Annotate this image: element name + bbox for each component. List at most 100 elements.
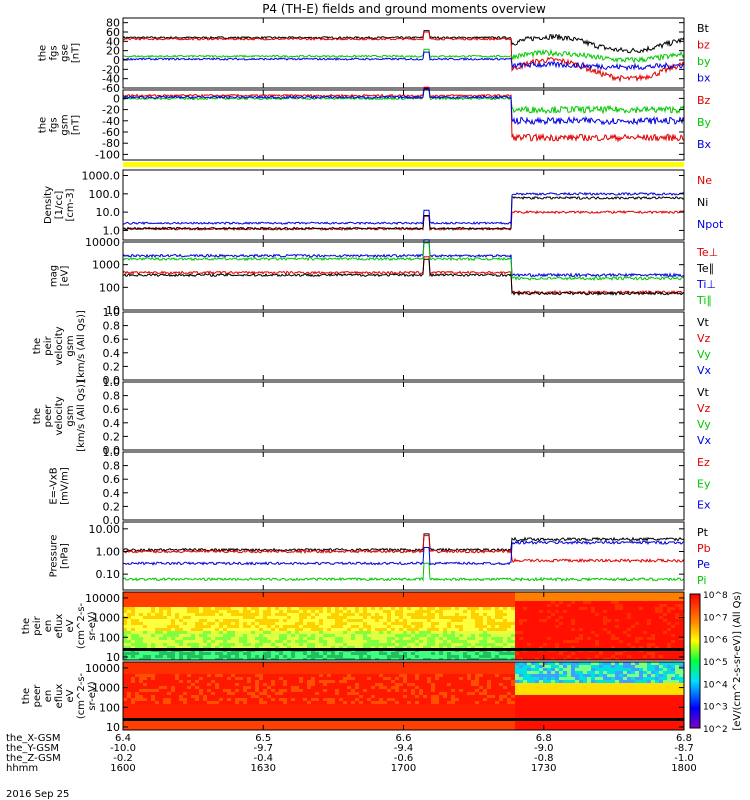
y-tick-label: 1000 — [92, 259, 120, 272]
y-axis-label: mag — [49, 265, 60, 287]
colorbar-tick-label: 10^7 — [703, 613, 728, 623]
y-tick-label: 10000 — [85, 592, 120, 605]
series-line — [122, 51, 685, 72]
series-line — [122, 88, 685, 126]
y-axis-label: eV — [65, 689, 76, 702]
legend-entry: Bt — [697, 22, 710, 35]
y-tick-label: -40 — [102, 115, 120, 128]
y-axis-label: [eV] — [60, 266, 71, 287]
y-tick-label: 1000 — [92, 612, 120, 625]
colorbar-group: 10^8 10^7 10^6 10^5 10^4 10^3 10^2 [eV/(cm^2-s-… — [689, 591, 743, 735]
series-line — [122, 539, 685, 566]
axis-row-value: 6.8 — [676, 733, 692, 744]
y-tick-label: 1.0 — [103, 306, 121, 319]
y-axis-label: the — [32, 408, 43, 424]
panel-peir_spec: 10000 1000 100 10 the peir en eflux eV (cm^2-s-sr… — [21, 591, 685, 664]
y-tick-label: 1.0 — [103, 376, 121, 389]
y-tick-label: -100 — [95, 148, 120, 161]
y-tick-label: 0.2 — [103, 500, 121, 513]
y-tick-label: 20 — [106, 45, 120, 58]
y-axis-label: E=-VxB — [49, 467, 60, 504]
legend-entry: By — [697, 116, 712, 129]
series-line — [122, 31, 685, 83]
axis-row-value: 6.6 — [396, 733, 412, 744]
panel-pressure: 10.00 1.00 0.10 Pressure [nPa] Pt Pb Pe Pi — [49, 521, 711, 591]
y-axis-label: fgs — [49, 117, 60, 132]
axis-row-value: 1700 — [391, 763, 416, 774]
y-axis-label: velocity — [54, 396, 65, 435]
colorbar-tick-label: 10^8 — [703, 591, 728, 601]
y-tick-label: -80 — [102, 137, 120, 150]
y-axis-label: gsm — [60, 114, 71, 135]
y-axis-label: (cm^2-s- — [76, 672, 87, 719]
y-tick-label: 0.6 — [103, 333, 121, 346]
axis-row-value: 1730 — [531, 763, 556, 774]
spectrogram-image — [123, 662, 684, 730]
legend-entry: by — [697, 55, 711, 68]
y-axis-label: Density — [43, 186, 54, 224]
axis-row-value: -0.4 — [253, 753, 273, 764]
legend-entry: Te∥ — [696, 262, 714, 275]
y-axis-label: (cm^2-s- — [76, 602, 87, 649]
legend-entry: Pb — [697, 542, 711, 555]
y-tick-label: 10 — [106, 721, 120, 734]
series-line — [122, 30, 685, 54]
legend-entry: Pi — [697, 574, 706, 587]
axis-row-value: -9.7 — [253, 743, 273, 754]
y-tick-label: 10 — [106, 651, 120, 664]
legend-entry: Vy — [697, 418, 711, 431]
legend-entry: Ey — [697, 477, 711, 490]
y-tick-label: 0 — [113, 92, 120, 105]
series-line — [122, 195, 685, 231]
legend-entry: Vt — [697, 316, 710, 329]
colorbar-tick-label: 10^6 — [703, 636, 728, 646]
legend-entry: bz — [697, 39, 710, 52]
y-axis-label: the — [21, 618, 32, 634]
series-line — [122, 533, 685, 553]
y-tick-label: 0.6 — [103, 473, 121, 486]
colorbar-title: [eV/(cm^2-s-sr-eV)] (All Qs) — [732, 591, 743, 730]
axis-row-value: -8.7 — [674, 743, 694, 754]
axis-row-name: hhmm — [6, 763, 38, 774]
y-tick-label: 0.8 — [103, 390, 121, 403]
legend-entry: Pe — [697, 558, 710, 571]
y-tick-label: -40 — [102, 73, 120, 86]
y-axis-label: [nT] — [71, 115, 82, 135]
legend-entry: Vz — [697, 332, 711, 345]
y-axis-label: fgs — [49, 45, 60, 60]
y-axis-label: velocity — [54, 326, 65, 365]
axis-row-value: -0.8 — [534, 753, 554, 764]
axis-row-value: 1600 — [110, 763, 135, 774]
y-tick-label: 0.8 — [103, 460, 121, 473]
y-tick-label: 0.0 — [103, 444, 121, 457]
time-axis-labels: the_X-GSM 6.4 6.5 6.6 6.8 6.8 the_Y-GSM -10.0 -9… — [6, 733, 697, 774]
legend-entry: Bz — [697, 94, 711, 107]
y-axis-label: peir — [43, 335, 54, 355]
y-axis-label: en — [43, 620, 54, 633]
y-tick-label: 100 — [99, 631, 120, 644]
series-line — [122, 191, 685, 226]
y-tick-label: 0.4 — [103, 487, 121, 500]
axis-row-name: the_X-GSM — [6, 733, 60, 744]
y-tick-label: 0.4 — [103, 417, 121, 430]
y-axis-label: the — [32, 338, 43, 354]
y-axis-label: [cm-3] — [65, 188, 76, 221]
y-axis-label: eV — [65, 619, 76, 632]
axis-row-name: the_Z-GSM — [6, 753, 61, 764]
legend-entry: Ex — [697, 499, 711, 512]
y-axis-label: eflux — [54, 614, 65, 639]
legend-entry: Vx — [697, 364, 712, 377]
y-tick-label: 10.0 — [96, 206, 121, 219]
panel-peer_spec: 10000 1000 100 10 the peer en eflux eV (cm^2-s-sr… — [21, 661, 685, 734]
colorbar — [689, 593, 701, 729]
y-tick-label: 0.2 — [103, 430, 121, 443]
legend-entry: Vt — [697, 386, 710, 399]
y-tick-label: 100 — [99, 281, 120, 294]
colorbar-tick-label: 10^4 — [703, 680, 728, 690]
axis-row-name: the_Y-GSM — [6, 743, 59, 754]
y-axis-label: Pressure — [49, 535, 60, 578]
y-axis-label: [1/cc] — [54, 191, 65, 220]
